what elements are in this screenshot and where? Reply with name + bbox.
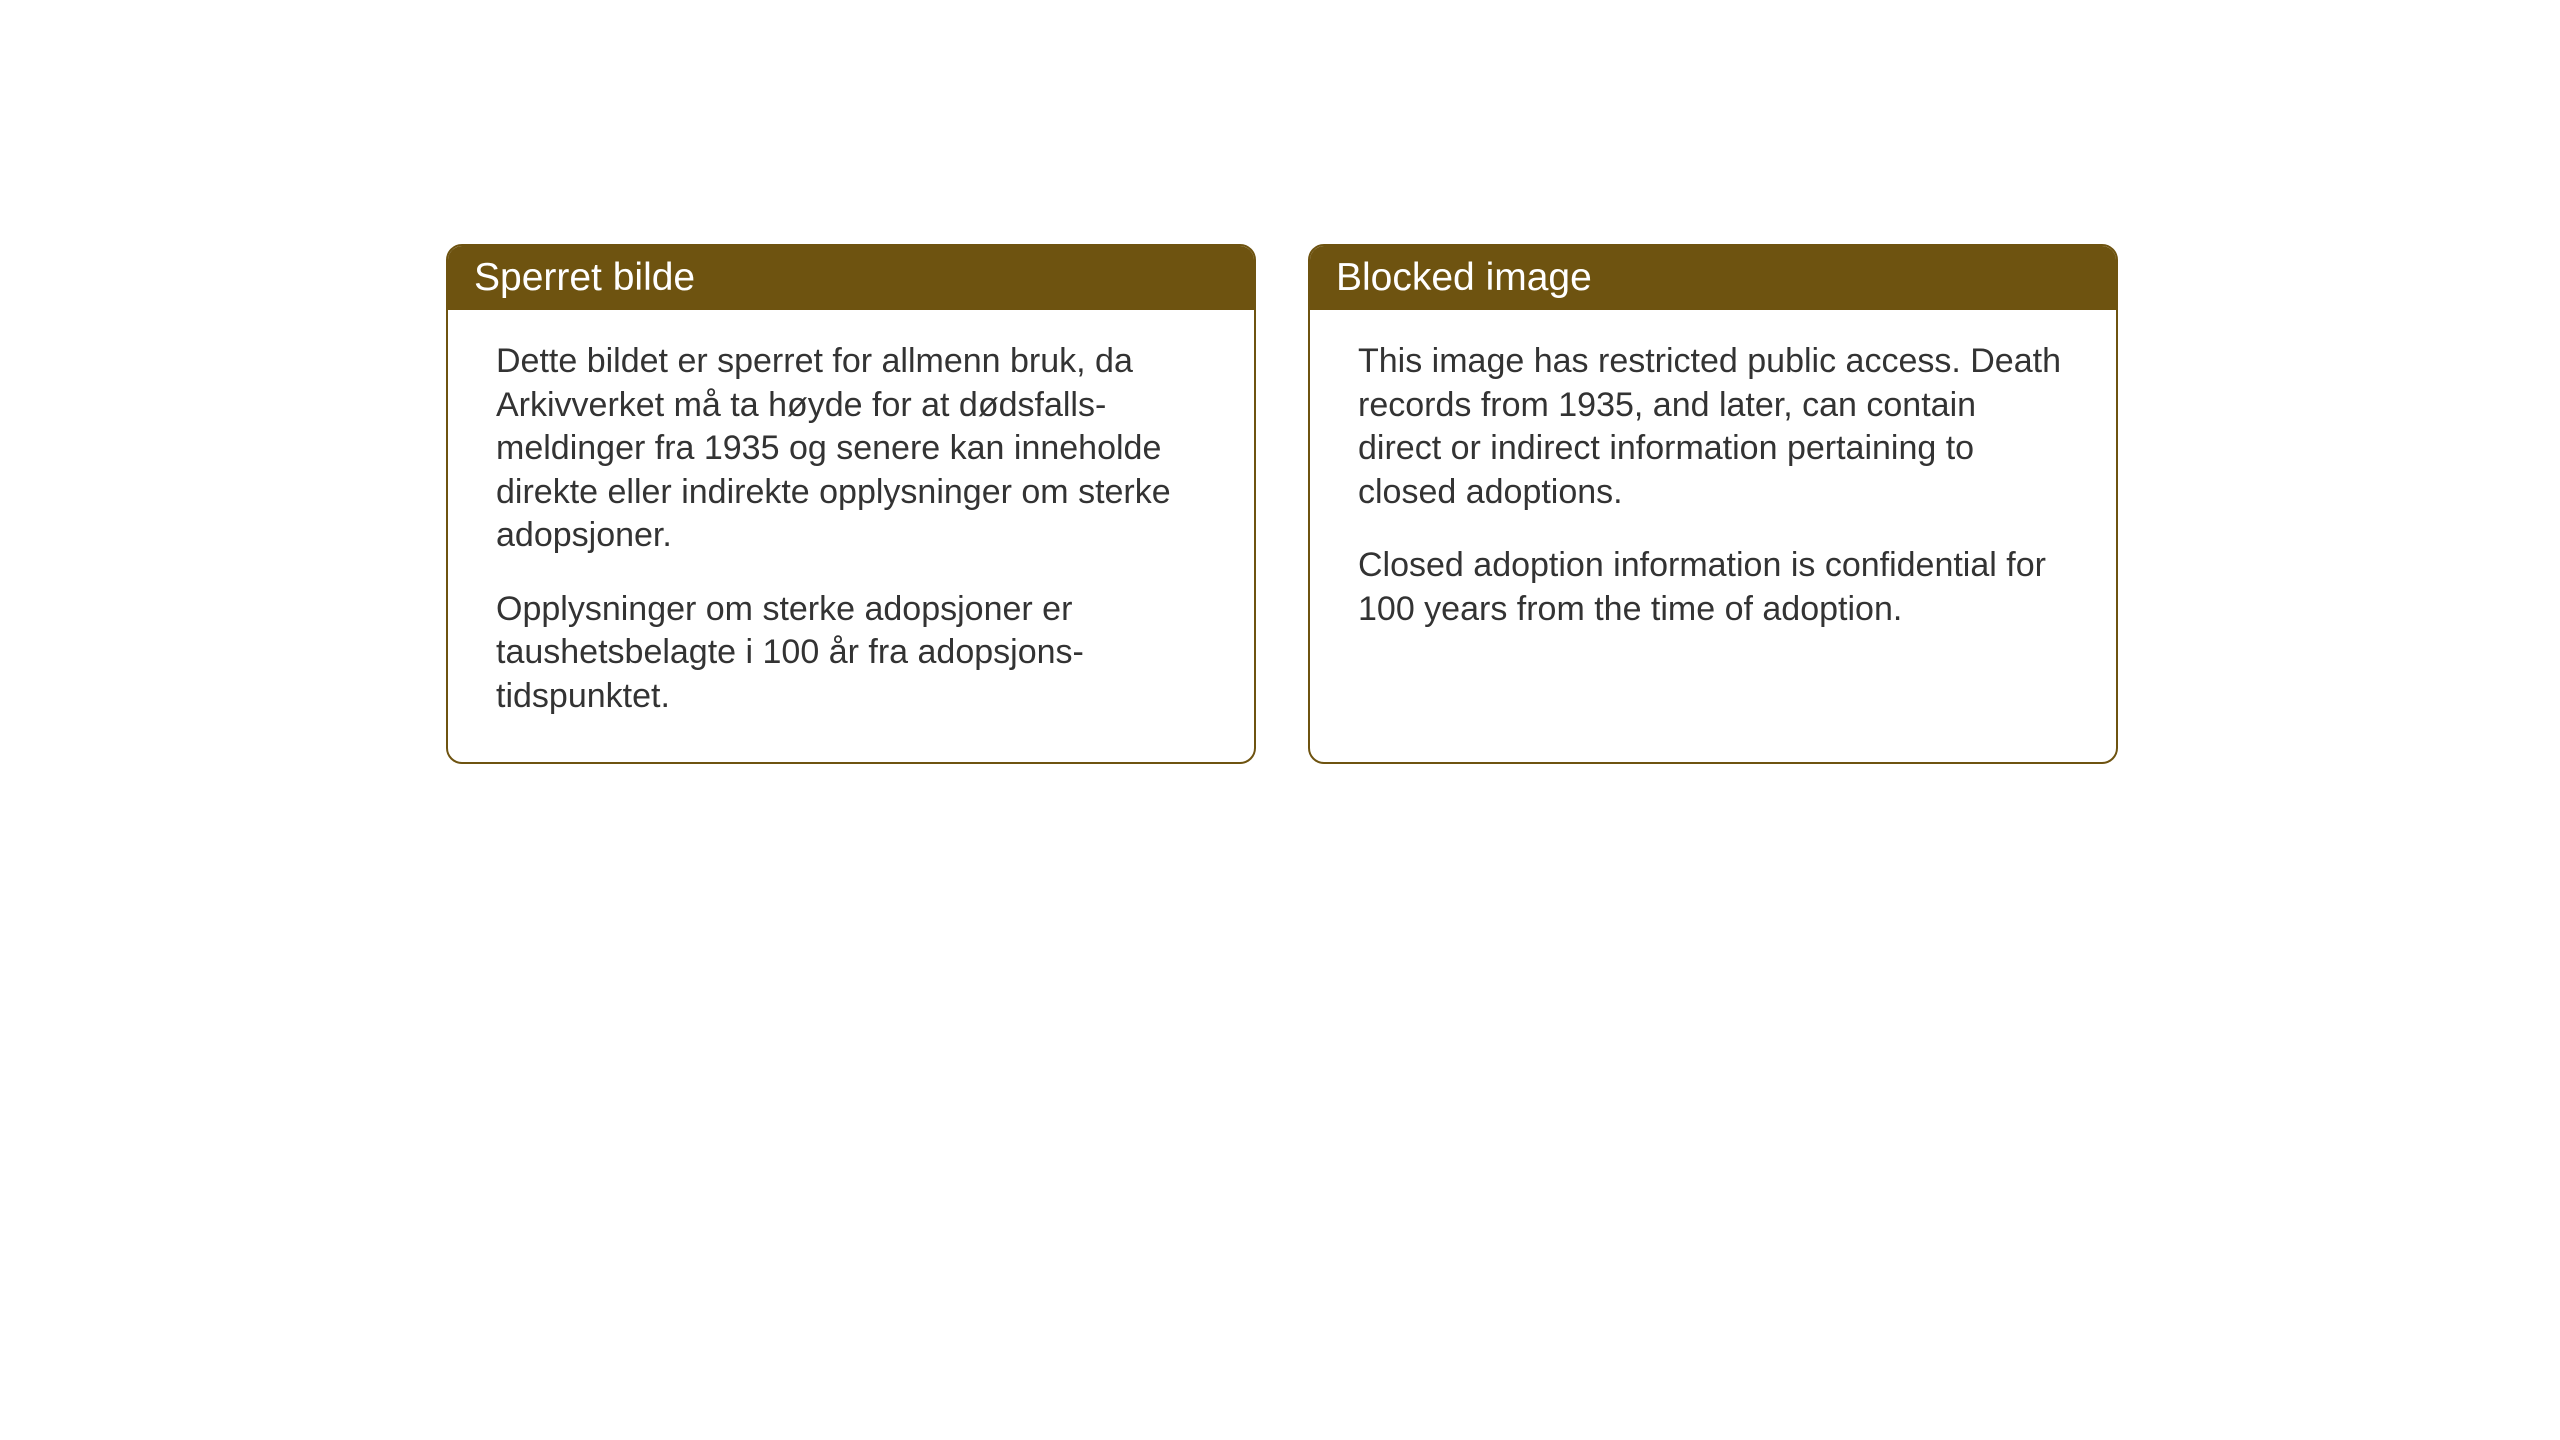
card-header-english: Blocked image bbox=[1310, 246, 2116, 310]
card-body-norwegian: Dette bildet er sperret for allmenn bruk… bbox=[448, 310, 1254, 762]
notice-container: Sperret bilde Dette bildet er sperret fo… bbox=[446, 244, 2118, 764]
paragraph-2-norwegian: Opplysninger om sterke adopsjoner er tau… bbox=[496, 588, 1206, 719]
paragraph-1-english: This image has restricted public access.… bbox=[1358, 340, 2068, 514]
paragraph-2-english: Closed adoption information is confident… bbox=[1358, 544, 2068, 631]
card-title-norwegian: Sperret bilde bbox=[474, 256, 695, 299]
card-header-norwegian: Sperret bilde bbox=[448, 246, 1254, 310]
card-title-english: Blocked image bbox=[1336, 256, 1592, 299]
notice-card-norwegian: Sperret bilde Dette bildet er sperret fo… bbox=[446, 244, 1256, 764]
paragraph-1-norwegian: Dette bildet er sperret for allmenn bruk… bbox=[496, 340, 1206, 558]
notice-card-english: Blocked image This image has restricted … bbox=[1308, 244, 2118, 764]
card-body-english: This image has restricted public access.… bbox=[1310, 310, 2116, 675]
